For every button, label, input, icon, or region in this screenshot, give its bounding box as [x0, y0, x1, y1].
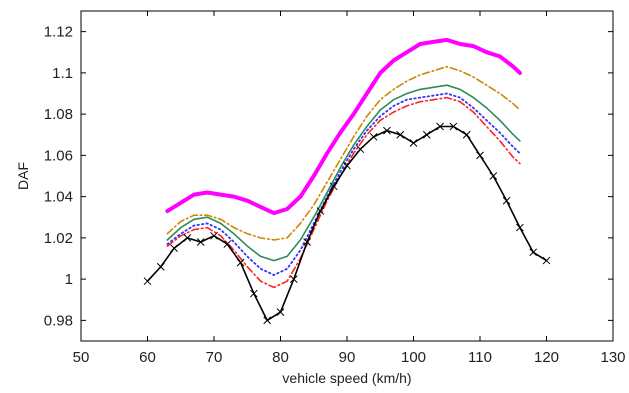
- y-tick-label: 1: [65, 271, 73, 288]
- series-6-cross-marker: [170, 244, 178, 253]
- y-tick-label: 1.06: [44, 147, 73, 164]
- series-6-cross-marker: [236, 258, 245, 267]
- series-6-cross-marker: [210, 231, 218, 240]
- series-6-cross-marker: [156, 262, 165, 271]
- x-tick-label: 120: [534, 349, 559, 366]
- series-layer: [143, 37, 551, 325]
- x-tick-label: 70: [206, 349, 223, 366]
- series-6-cross-marker: [356, 145, 365, 154]
- series-6-cross-marker: [143, 277, 152, 286]
- y-tick-label: 1.08: [44, 106, 73, 123]
- series-6-cross-marker: [289, 275, 298, 283]
- x-tick-label: 50: [73, 349, 90, 366]
- x-tick-label: 100: [401, 349, 426, 366]
- series-6-cross-marker: [462, 130, 471, 139]
- series-line-2: [166, 65, 521, 241]
- series-6-cross-marker: [409, 139, 418, 147]
- axis-ticks: [80, 11, 614, 341]
- x-tick-label: 130: [600, 349, 625, 366]
- series-6-cross-marker: [223, 240, 232, 248]
- series-6-cross-marker: [396, 130, 405, 139]
- series-6-cross-marker: [276, 308, 285, 316]
- series-6-cross-marker: [502, 196, 511, 205]
- series-6-cross-marker: [183, 234, 192, 242]
- y-tick-label: 1.04: [44, 189, 73, 206]
- series-6-cross-marker: [263, 316, 272, 325]
- series-6-cross-marker: [369, 132, 378, 141]
- series-6-cross-marker: [529, 248, 538, 257]
- tick-labels: 50 60 70 80 90 100 110 120 130 0.98 1 1.02 1.04 1.06 1…: [44, 24, 626, 366]
- series-6-cross-marker: [449, 122, 458, 131]
- series-6-cross-marker: [303, 238, 311, 246]
- series-6-cross-marker: [436, 122, 444, 131]
- series-6-cross-marker: [383, 126, 391, 135]
- x-axis-label: vehicle speed (km/h): [282, 370, 411, 386]
- x-tick-label: 80: [272, 349, 289, 366]
- series-6-cross-marker: [542, 256, 551, 265]
- series-6-cross-marker: [476, 151, 484, 160]
- x-tick-label: 110: [468, 349, 492, 366]
- x-tick-label: 90: [339, 349, 356, 366]
- series-line-4: [166, 92, 521, 276]
- series-6-cross-marker: [250, 289, 258, 298]
- series-6-cross-marker: [329, 182, 338, 191]
- series-6-cross-marker: [422, 130, 431, 139]
- y-axis-label: DAF: [15, 162, 31, 190]
- series-6-cross-marker: [316, 207, 325, 215]
- y-tick-label: 0.98: [44, 312, 73, 329]
- series-6-cross-marker: [343, 161, 351, 170]
- series-line-3: [166, 84, 521, 262]
- series-line-1: [165, 37, 522, 216]
- series-6-cross-marker: [516, 223, 524, 232]
- series-6-cross-marker: [196, 238, 205, 246]
- y-tick-label: 1.12: [44, 24, 73, 41]
- y-tick-label: 1.02: [44, 230, 73, 247]
- y-tick-label: 1.1: [52, 65, 73, 82]
- x-tick-label: 60: [139, 349, 156, 366]
- series-6-cross-marker: [489, 172, 498, 180]
